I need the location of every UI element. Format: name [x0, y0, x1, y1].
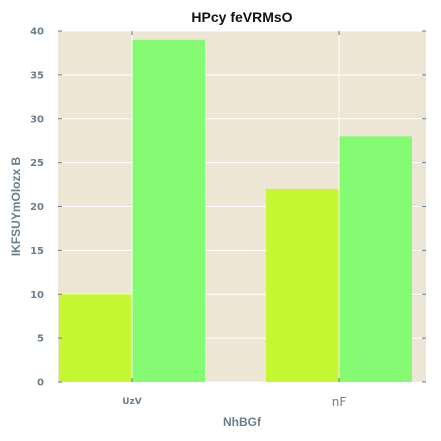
- y-tick-label: 25: [30, 158, 44, 169]
- y-tick-label: 5: [37, 334, 44, 345]
- y-tick-label: 30: [30, 114, 44, 125]
- bar: [266, 189, 339, 382]
- bar: [59, 294, 132, 382]
- x-tick-label: nF: [332, 395, 347, 409]
- bar: [132, 40, 205, 382]
- y-tick-label: 10: [30, 290, 44, 301]
- y-tick-label: 15: [30, 246, 44, 257]
- y-tick-label: 0: [37, 378, 44, 389]
- y-axis-label: IKFSUYmOlozx B: [9, 157, 23, 257]
- y-tick-label: 20: [30, 202, 44, 213]
- bar: [339, 136, 412, 382]
- y-tick-label: 35: [30, 70, 44, 81]
- x-tick-label: UzV: [122, 397, 142, 407]
- y-tick-label: 40: [30, 27, 44, 38]
- chart-title: HPcy feVRMsO: [191, 9, 292, 25]
- x-axis-label: NhBGf: [223, 415, 262, 429]
